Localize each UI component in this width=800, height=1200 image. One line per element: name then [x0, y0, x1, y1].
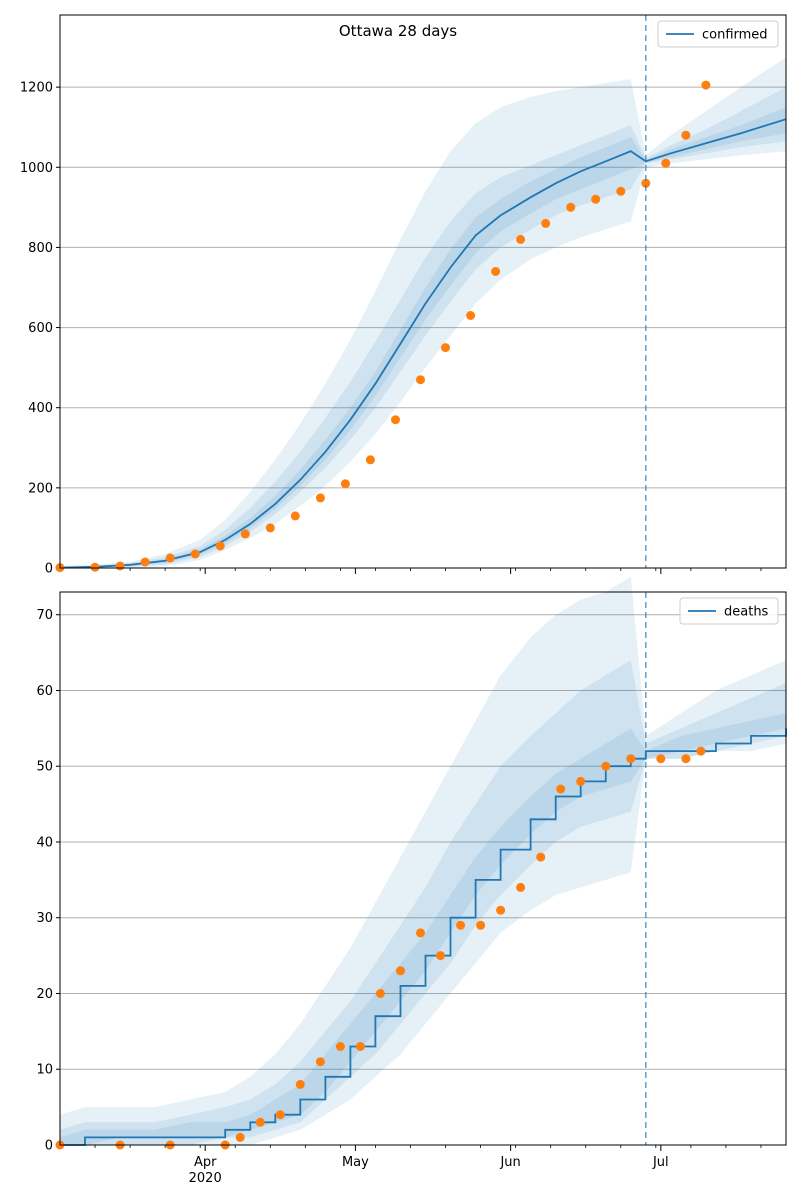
- observed-point: [701, 80, 711, 90]
- observed-point: [290, 511, 300, 521]
- observed-point: [556, 784, 566, 794]
- observed-point: [576, 776, 586, 786]
- confidence-band: [60, 57, 786, 568]
- observed-point: [476, 920, 486, 930]
- x-tick-label: Jul: [652, 1155, 669, 1170]
- observed-point: [566, 202, 576, 212]
- confidence-band: [60, 576, 786, 1145]
- confirmed-panel: 0 200 400 600 800 1000 1200 confirmed: [20, 14, 787, 577]
- observed-point: [466, 311, 476, 320]
- observed-point: [190, 549, 200, 559]
- y-tick-label: 600: [28, 321, 53, 336]
- observed-point: [355, 1042, 365, 1051]
- observed-point: [641, 178, 651, 188]
- y-tick-label: 30: [36, 911, 53, 926]
- y-tick-label: 20: [36, 987, 53, 1002]
- y-tick-label: 50: [36, 760, 53, 775]
- axes-frame: [59, 14, 787, 569]
- observed-point: [656, 754, 666, 764]
- observed-point: [375, 989, 385, 998]
- observed-point: [681, 754, 691, 764]
- y-tick-label: 60: [36, 684, 53, 699]
- y-tick-label: 70: [36, 608, 53, 623]
- observed-point: [295, 1079, 305, 1089]
- observed-point: [315, 1057, 325, 1067]
- observed-point: [416, 375, 425, 385]
- observed-point: [516, 234, 526, 244]
- observed-point: [441, 343, 450, 353]
- observed-point: [436, 951, 445, 961]
- legend-box: [657, 20, 779, 48]
- observed-point: [696, 746, 706, 756]
- y-tick-label: 1000: [20, 161, 53, 176]
- observed-point: [140, 557, 150, 567]
- y-tick-label: 1200: [20, 81, 53, 96]
- observed-point: [591, 194, 601, 204]
- y-tick-label: 40: [36, 835, 53, 850]
- legend-label: deaths: [724, 605, 769, 620]
- observed-point: [340, 479, 350, 489]
- observed-point: [275, 1110, 285, 1120]
- observed-point: [681, 130, 691, 140]
- observed-point: [456, 920, 466, 930]
- observed-point: [215, 541, 225, 551]
- observed-point: [335, 1042, 345, 1051]
- observed-point: [496, 905, 506, 915]
- observed-point: [315, 493, 325, 503]
- confidence-band: [60, 87, 786, 568]
- legend-box: [679, 597, 779, 625]
- observed-point: [541, 218, 551, 228]
- y-tick-label: 800: [28, 241, 53, 256]
- confidence-band: [60, 660, 786, 1145]
- observed-point: [255, 1117, 265, 1127]
- model-line: [60, 728, 787, 1146]
- legend-label: confirmed: [702, 28, 768, 43]
- observed-point: [661, 158, 671, 168]
- x-tick-label: May: [342, 1155, 369, 1170]
- observed-point: [491, 267, 501, 276]
- model-line: [59, 118, 787, 569]
- observed-point: [165, 553, 175, 563]
- observed-point: [601, 761, 611, 771]
- observed-point: [391, 415, 400, 425]
- observed-point: [416, 928, 425, 938]
- observed-point: [115, 561, 125, 571]
- observed-point: [365, 455, 375, 465]
- observed-point: [516, 882, 526, 892]
- axes-frame: [59, 591, 787, 1146]
- observed-point: [396, 966, 405, 976]
- observed-point: [616, 186, 626, 196]
- x-tick-label: Apr: [194, 1155, 217, 1170]
- y-tick-label: 0: [45, 562, 53, 577]
- y-tick-label: 400: [28, 401, 53, 416]
- observed-point: [240, 529, 250, 539]
- x-tick-sublabel: 2020: [189, 1171, 222, 1186]
- x-tick-label: Jun: [499, 1155, 520, 1170]
- observed-point: [235, 1132, 245, 1142]
- observed-point: [265, 523, 275, 533]
- y-tick-label: 200: [28, 481, 53, 496]
- observed-point: [536, 852, 546, 862]
- y-tick-label: 0: [45, 1139, 53, 1154]
- chart-title: Ottawa 28 days: [339, 22, 457, 40]
- observed-point: [90, 562, 100, 572]
- y-tick-label: 10: [36, 1063, 53, 1078]
- observed-point: [626, 754, 636, 764]
